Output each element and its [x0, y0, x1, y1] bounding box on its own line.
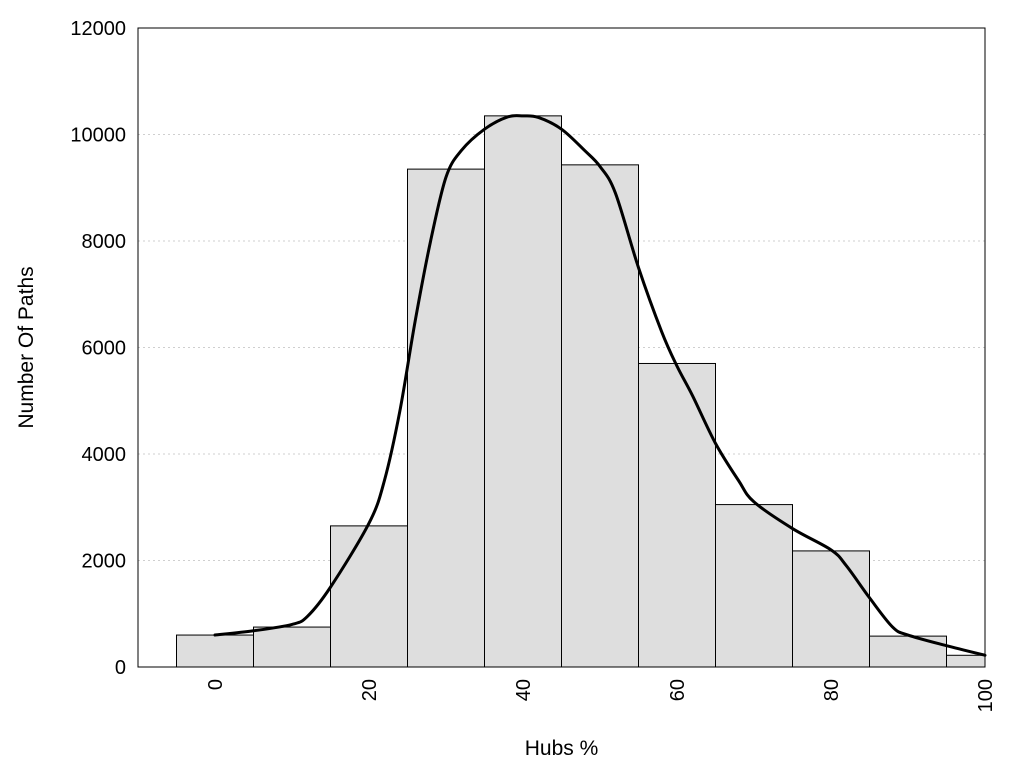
histogram-bar [792, 550, 870, 668]
y-tick-label: 2000 [82, 551, 127, 573]
histogram-bar [638, 362, 716, 668]
histogram-bar [253, 626, 331, 668]
histogram-bar [946, 654, 986, 668]
histogram-bar [715, 504, 793, 668]
x-tick-label: 80 [821, 679, 843, 701]
y-tick-label: 8000 [82, 231, 127, 253]
histogram-bar [484, 115, 562, 668]
x-tick-labels: 0 20 40 60 80 100 [205, 679, 997, 712]
x-tick-label: 100 [975, 679, 997, 712]
y-tick-label: 10000 [70, 125, 126, 147]
x-tick-label: 20 [359, 679, 381, 701]
y-axis-title: Number Of Paths [15, 266, 38, 428]
histogram-bar [561, 164, 639, 668]
histogram-bar [407, 168, 485, 668]
y-tick-label: 6000 [82, 338, 127, 360]
y-tick-labels: 0 2000 4000 6000 8000 10000 12000 [70, 18, 126, 679]
y-tick-label: 4000 [82, 444, 127, 466]
density-curve [213, 114, 987, 657]
bars [176, 115, 986, 668]
plot-frame [137, 27, 986, 668]
x-tick-label: 40 [513, 679, 535, 701]
histogram-bar [176, 634, 254, 668]
x-tick-label: 60 [667, 679, 689, 701]
histogram-bar [869, 635, 947, 668]
histogram-bar [330, 525, 408, 668]
y-tick-label: 12000 [70, 18, 126, 40]
y-tick-label: 0 [115, 657, 126, 679]
x-tick-label: 0 [205, 679, 227, 690]
x-axis-title: Hubs % [525, 737, 599, 760]
